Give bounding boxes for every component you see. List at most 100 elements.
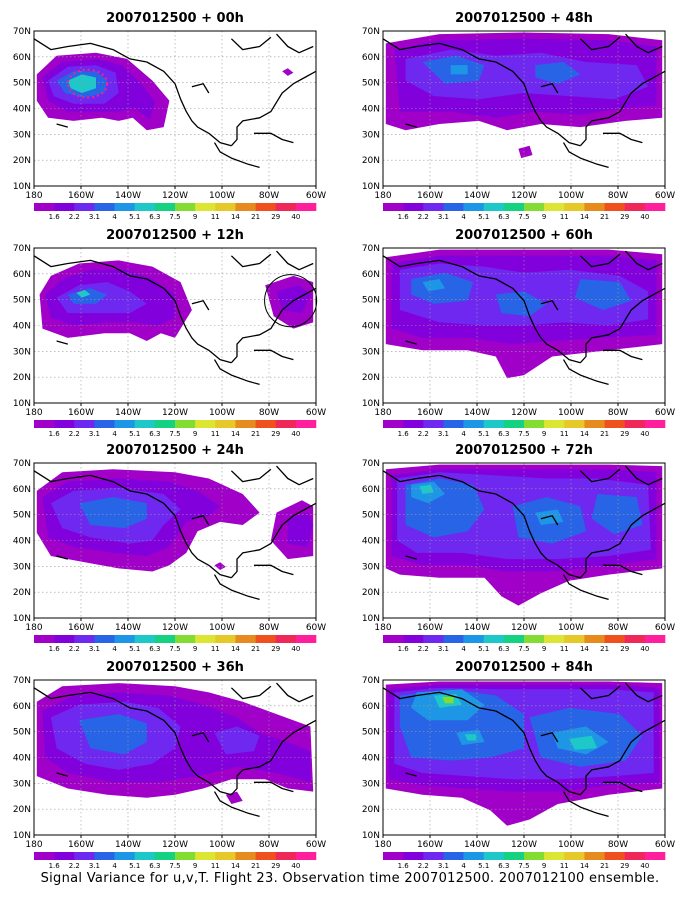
coastline <box>540 732 559 743</box>
colorbar-swatch <box>403 635 424 643</box>
x-tick-label: 180 <box>374 840 391 850</box>
colorbar-swatch <box>74 420 95 428</box>
colorbar-level-label: 9 <box>542 430 546 438</box>
colorbar-swatch <box>423 852 444 860</box>
colorbar-swatch <box>524 635 545 643</box>
colorbar-level-label: 40 <box>291 213 300 221</box>
coastline <box>191 515 210 526</box>
colorbar-level-label: 9 <box>193 213 197 221</box>
colorbar-swatch <box>624 635 646 643</box>
colorbar-swatch <box>215 852 236 860</box>
coastline <box>254 349 294 361</box>
coastline <box>625 33 663 54</box>
variance-contour <box>214 562 226 570</box>
colorbar-swatch <box>34 852 55 860</box>
colorbar-level-label: 21 <box>251 213 260 221</box>
grid-lines <box>34 680 316 835</box>
colorbar-swatch <box>295 420 317 428</box>
x-tick-label: 180 <box>25 191 42 201</box>
colorbar-level-label: 4 <box>461 213 466 221</box>
coastline <box>579 685 621 700</box>
colorbar-level-label: 5.1 <box>478 645 489 653</box>
colorbar-level-label: 3.1 <box>438 430 449 438</box>
y-tick-label: 70N <box>362 459 380 469</box>
coastline <box>146 710 232 796</box>
colorbar-swatch <box>195 203 216 211</box>
colorbar: 1.6 2.2 3.1 4 5.1 6.3 7.5 9 11 14 21 29 40 <box>383 420 666 438</box>
y-tick-label: 20N <box>362 588 380 598</box>
coastline <box>191 300 210 311</box>
panel-title: 2007012500 + 36h <box>106 660 244 675</box>
grid-lines <box>383 31 665 186</box>
coastline <box>56 123 68 128</box>
coastline <box>191 83 210 94</box>
x-tick-label: 180 <box>374 408 391 418</box>
map-panel: 2007012500 + 84h 180 160W 140W 120W 100W 80W 60… <box>362 660 675 870</box>
colorbar-swatch <box>644 852 666 860</box>
panel-title: 2007012500 + 60h <box>455 228 593 243</box>
x-tick-label: 60W <box>655 840 675 850</box>
colorbar-level-label: 5.1 <box>478 213 489 221</box>
y-tick-label: 30N <box>362 130 380 140</box>
variance-contour <box>450 65 468 75</box>
coastline <box>254 132 294 144</box>
map-panel: 2007012500 + 48h 180 160W 140W 120W 100W 80W 60… <box>362 11 675 221</box>
coastline <box>276 682 314 703</box>
x-tick-label: 100W <box>558 408 584 418</box>
y-tick-label: 40N <box>13 105 31 115</box>
colorbar-level-label: 7.5 <box>169 645 180 653</box>
map-panel: 2007012500 + 00h 180 160W 140W 120W 100W 80W 60… <box>13 11 326 221</box>
x-tick-label: 160W <box>417 408 443 418</box>
x-tick-label: 180 <box>374 623 391 633</box>
grid-lines <box>383 463 665 618</box>
variance-contour <box>574 279 632 310</box>
colorbar-level-label: 3.1 <box>89 862 100 870</box>
coastlines <box>34 682 316 818</box>
y-tick-label: 30N <box>362 347 380 357</box>
colorbar-level-label: 7.5 <box>518 430 529 438</box>
y-tick-label: 40N <box>13 537 31 547</box>
colorbar-swatch <box>235 203 256 211</box>
colorbar-swatch <box>94 852 115 860</box>
x-tick-label: 100W <box>558 623 584 633</box>
colorbar-swatch <box>503 852 525 860</box>
coastline <box>625 250 663 271</box>
variance-contour <box>76 289 91 298</box>
colorbar-swatch <box>54 420 75 428</box>
x-tick-label: 120W <box>511 191 537 201</box>
colorbar-level-label: 29 <box>620 213 629 221</box>
coastline <box>405 772 417 777</box>
coastline <box>579 468 621 483</box>
coastline <box>276 250 314 271</box>
x-tick-label: 140W <box>464 408 490 418</box>
colorbar-level-label: 29 <box>271 862 280 870</box>
x-tick-label: 60W <box>306 191 326 201</box>
colorbar-level-label: 7.5 <box>518 213 529 221</box>
colorbar-swatch <box>604 203 626 211</box>
colorbar-swatch <box>74 203 95 211</box>
colorbar-level-label: 5.1 <box>129 645 140 653</box>
colorbar-level-label: 40 <box>640 430 649 438</box>
x-tick-label: 60W <box>655 191 675 201</box>
x-tick-label: 60W <box>306 623 326 633</box>
coastline <box>625 682 663 703</box>
colorbar-level-label: 29 <box>620 862 629 870</box>
colorbar-level-label: 14 <box>580 862 589 870</box>
colorbar-level-label: 4 <box>461 862 466 870</box>
colorbar-swatch <box>175 420 196 428</box>
coastline <box>276 465 314 486</box>
panel-title: 2007012500 + 72h <box>455 443 593 458</box>
y-tick-label: 20N <box>13 156 31 166</box>
colorbar-level-label: 29 <box>271 645 280 653</box>
y-tick-label: 60N <box>13 485 31 495</box>
colorbar: 1.6 2.2 3.1 4 5.1 6.3 7.5 9 11 14 21 29 40 <box>34 203 317 221</box>
colorbar-level-label: 1.6 <box>49 645 61 653</box>
colorbar-level-label: 4 <box>461 645 466 653</box>
colorbar-swatch <box>403 203 424 211</box>
colorbar-swatch <box>463 635 485 643</box>
map-panel: 2007012500 + 12h 180 160W 140W 120W 100W 80W 60… <box>13 228 326 438</box>
x-tick-label: 120W <box>511 623 537 633</box>
y-tick-label: 20N <box>13 805 31 815</box>
colorbar-swatch <box>255 852 277 860</box>
x-tick-label: 160W <box>68 840 94 850</box>
